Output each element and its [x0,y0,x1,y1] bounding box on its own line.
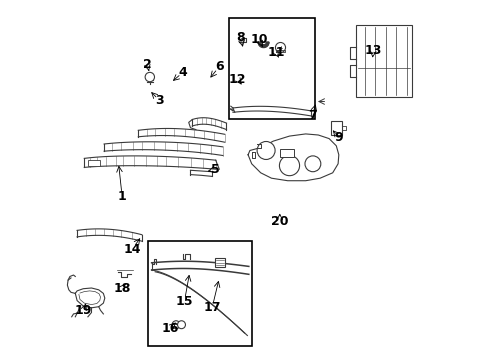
Text: 2: 2 [142,58,151,71]
Text: 11: 11 [266,46,284,59]
Text: 19: 19 [75,304,92,317]
Text: 10: 10 [250,33,267,46]
Bar [215,258,224,267]
Text: 18: 18 [113,282,130,294]
Bar [148,241,251,346]
Text: 8: 8 [236,31,244,44]
Circle shape [305,156,320,172]
Circle shape [240,39,244,42]
Text: 3: 3 [155,94,164,107]
Text: 12: 12 [228,73,246,86]
Text: 7: 7 [307,109,316,122]
Text: 14: 14 [123,243,141,256]
Text: 6: 6 [215,60,223,73]
Text: 16: 16 [161,322,178,335]
Wedge shape [258,42,268,48]
Bar [355,25,411,97]
Circle shape [172,321,180,329]
Text: 4: 4 [179,66,187,78]
Circle shape [275,42,285,53]
Text: 13: 13 [364,44,381,57]
Text: 9: 9 [334,131,343,144]
Bar [88,160,101,166]
Text: 1: 1 [118,190,126,203]
Bar [279,149,294,157]
Text: 15: 15 [175,295,193,308]
Circle shape [177,321,185,329]
Text: 17: 17 [203,301,221,314]
Circle shape [145,72,154,82]
Text: 5: 5 [211,163,220,176]
Text: 20: 20 [270,215,288,228]
Bar [330,121,342,135]
Circle shape [279,156,299,176]
Circle shape [257,141,275,159]
Bar [229,18,314,119]
